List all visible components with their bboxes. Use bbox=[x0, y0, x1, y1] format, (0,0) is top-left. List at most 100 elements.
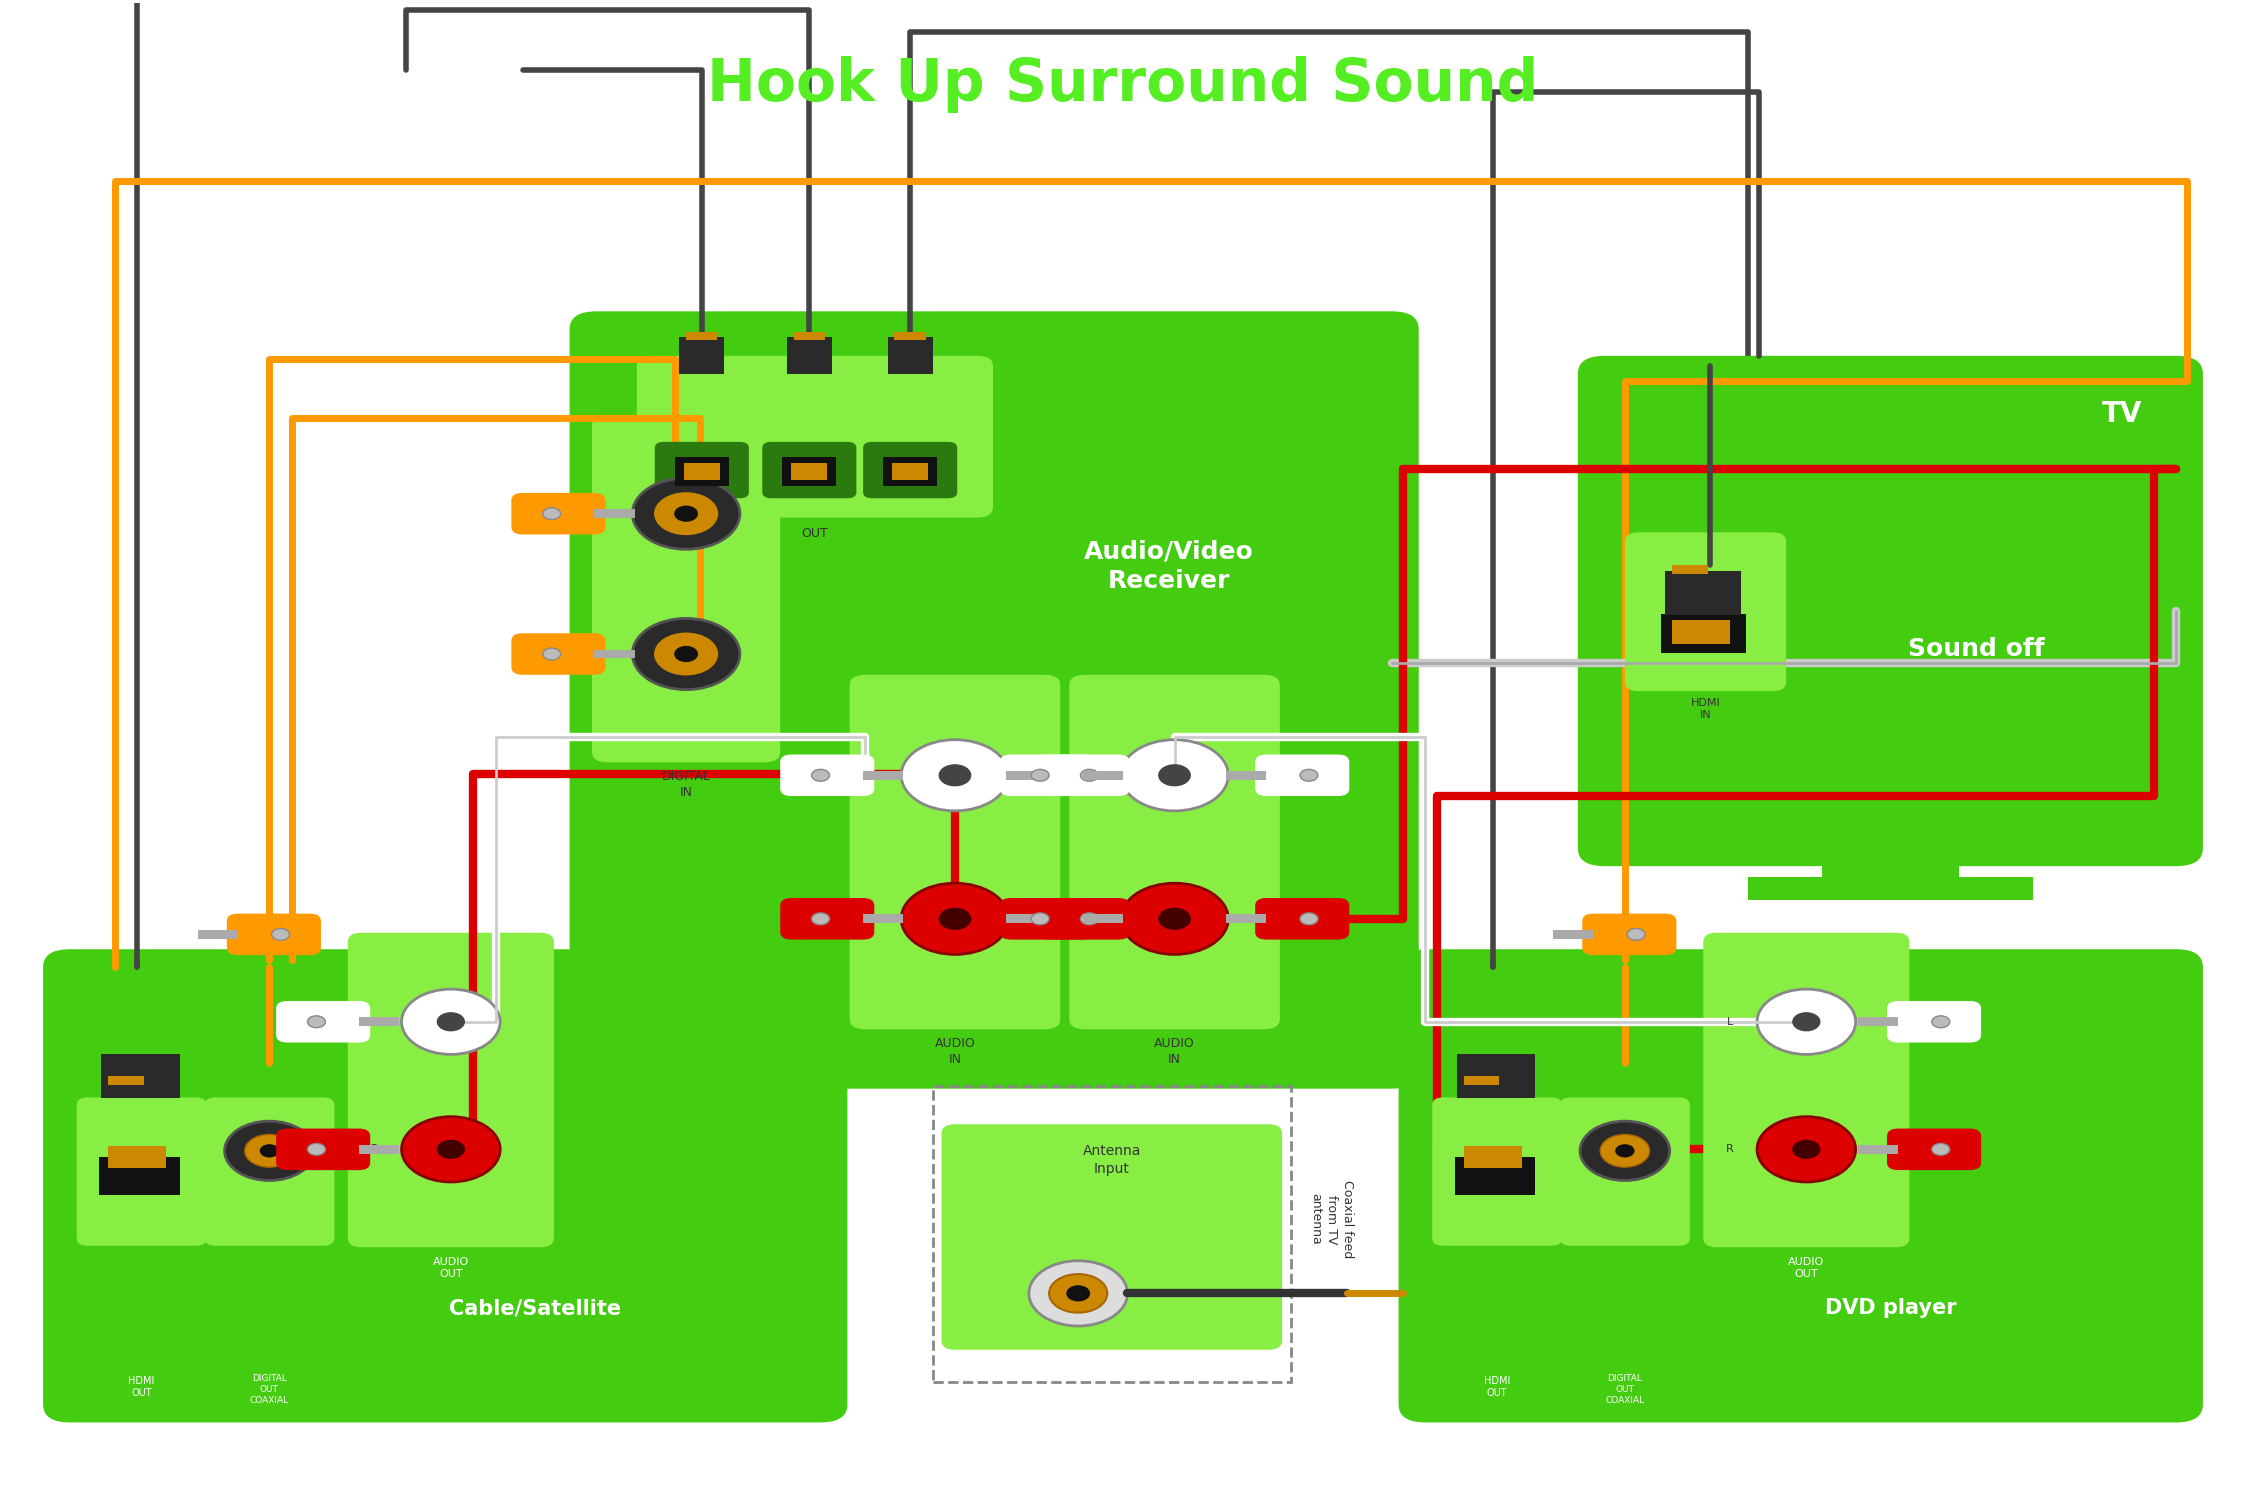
FancyBboxPatch shape bbox=[593, 415, 779, 762]
Bar bbox=[1554, 931, 1592, 940]
Bar bbox=[99, 1157, 180, 1194]
FancyBboxPatch shape bbox=[1035, 755, 1130, 797]
FancyBboxPatch shape bbox=[1256, 898, 1350, 940]
FancyBboxPatch shape bbox=[656, 442, 748, 499]
Text: OUT: OUT bbox=[802, 527, 829, 541]
Bar bbox=[791, 463, 827, 481]
Circle shape bbox=[1159, 908, 1190, 929]
Circle shape bbox=[901, 740, 1008, 812]
Circle shape bbox=[811, 770, 829, 782]
Text: AUDIO
IN: AUDIO IN bbox=[934, 1036, 975, 1066]
Bar bbox=[1857, 1145, 1898, 1154]
FancyBboxPatch shape bbox=[512, 633, 606, 675]
Bar bbox=[1464, 1077, 1500, 1085]
Circle shape bbox=[1579, 1121, 1669, 1181]
Circle shape bbox=[1615, 1145, 1633, 1157]
FancyBboxPatch shape bbox=[1035, 898, 1130, 940]
Circle shape bbox=[1049, 1275, 1107, 1313]
Circle shape bbox=[1031, 913, 1049, 925]
Circle shape bbox=[1756, 1117, 1855, 1182]
FancyBboxPatch shape bbox=[1702, 932, 1909, 1248]
Circle shape bbox=[1300, 913, 1318, 925]
Bar bbox=[1006, 914, 1047, 923]
Text: HDMI
OUT: HDMI OUT bbox=[128, 1376, 155, 1398]
Bar bbox=[1822, 846, 1959, 879]
Text: AUDIO
OUT: AUDIO OUT bbox=[433, 1257, 469, 1279]
Circle shape bbox=[1626, 929, 1644, 941]
FancyBboxPatch shape bbox=[204, 1097, 335, 1246]
Bar bbox=[1455, 1157, 1536, 1194]
FancyBboxPatch shape bbox=[1399, 948, 2203, 1422]
Bar bbox=[786, 337, 831, 374]
Bar bbox=[887, 337, 932, 374]
Text: L: L bbox=[371, 1017, 377, 1027]
Circle shape bbox=[245, 1135, 294, 1167]
FancyBboxPatch shape bbox=[348, 932, 555, 1248]
Circle shape bbox=[939, 908, 970, 929]
Circle shape bbox=[544, 508, 562, 520]
FancyBboxPatch shape bbox=[999, 755, 1094, 797]
Bar bbox=[1660, 613, 1745, 652]
Bar bbox=[1464, 1147, 1523, 1169]
Circle shape bbox=[1031, 770, 1049, 782]
Text: DIGITAL
OUT
COAXIAL: DIGITAL OUT COAXIAL bbox=[249, 1374, 290, 1406]
Bar bbox=[782, 457, 836, 487]
FancyBboxPatch shape bbox=[779, 898, 874, 940]
FancyBboxPatch shape bbox=[1887, 1001, 1981, 1042]
Circle shape bbox=[1121, 740, 1229, 812]
Bar bbox=[198, 931, 238, 940]
FancyBboxPatch shape bbox=[1069, 675, 1280, 1029]
Circle shape bbox=[308, 1144, 326, 1155]
Bar bbox=[595, 649, 636, 658]
Bar bbox=[1226, 771, 1267, 780]
FancyBboxPatch shape bbox=[849, 675, 1060, 1029]
Bar bbox=[1226, 914, 1267, 923]
Circle shape bbox=[438, 1013, 465, 1030]
FancyBboxPatch shape bbox=[276, 1129, 371, 1170]
Circle shape bbox=[633, 618, 739, 689]
Circle shape bbox=[1756, 989, 1855, 1054]
Text: R: R bbox=[371, 1145, 380, 1154]
Circle shape bbox=[1932, 1144, 1950, 1155]
Circle shape bbox=[1067, 1286, 1089, 1301]
Text: Antenna
Input: Antenna Input bbox=[1083, 1144, 1141, 1175]
Circle shape bbox=[1932, 1015, 1950, 1027]
Circle shape bbox=[1792, 1013, 1819, 1030]
Bar bbox=[678, 337, 723, 374]
FancyBboxPatch shape bbox=[761, 442, 856, 499]
FancyBboxPatch shape bbox=[1433, 1097, 1563, 1246]
Text: AUDIO
IN: AUDIO IN bbox=[1154, 1036, 1195, 1066]
Bar bbox=[595, 509, 636, 518]
Bar bbox=[101, 1054, 180, 1099]
Bar bbox=[359, 1145, 400, 1154]
Circle shape bbox=[1121, 883, 1229, 954]
Circle shape bbox=[261, 1145, 279, 1157]
Circle shape bbox=[402, 989, 501, 1054]
Bar bbox=[883, 457, 937, 487]
Circle shape bbox=[674, 506, 696, 521]
Bar bbox=[674, 457, 728, 487]
FancyBboxPatch shape bbox=[512, 493, 606, 535]
FancyBboxPatch shape bbox=[43, 948, 847, 1422]
Bar bbox=[1747, 877, 2033, 901]
Circle shape bbox=[939, 765, 970, 786]
Text: HDMI
OUT: HDMI OUT bbox=[1485, 1376, 1509, 1398]
Circle shape bbox=[1599, 1135, 1649, 1167]
FancyBboxPatch shape bbox=[1581, 914, 1676, 954]
Text: Audio/Video
Receiver: Audio/Video Receiver bbox=[1085, 539, 1253, 593]
FancyBboxPatch shape bbox=[1577, 356, 2203, 867]
Circle shape bbox=[1159, 765, 1190, 786]
Circle shape bbox=[402, 1117, 501, 1182]
Circle shape bbox=[544, 648, 562, 660]
Bar bbox=[894, 332, 925, 339]
Bar bbox=[683, 463, 719, 481]
FancyBboxPatch shape bbox=[1887, 1129, 1981, 1170]
Circle shape bbox=[272, 929, 290, 941]
FancyBboxPatch shape bbox=[638, 356, 993, 518]
Bar bbox=[1083, 914, 1123, 923]
Bar bbox=[1857, 1017, 1898, 1026]
FancyBboxPatch shape bbox=[276, 1001, 371, 1042]
FancyBboxPatch shape bbox=[1624, 533, 1786, 691]
Text: DVD player: DVD player bbox=[1826, 1298, 1956, 1318]
Bar bbox=[932, 1085, 1291, 1382]
